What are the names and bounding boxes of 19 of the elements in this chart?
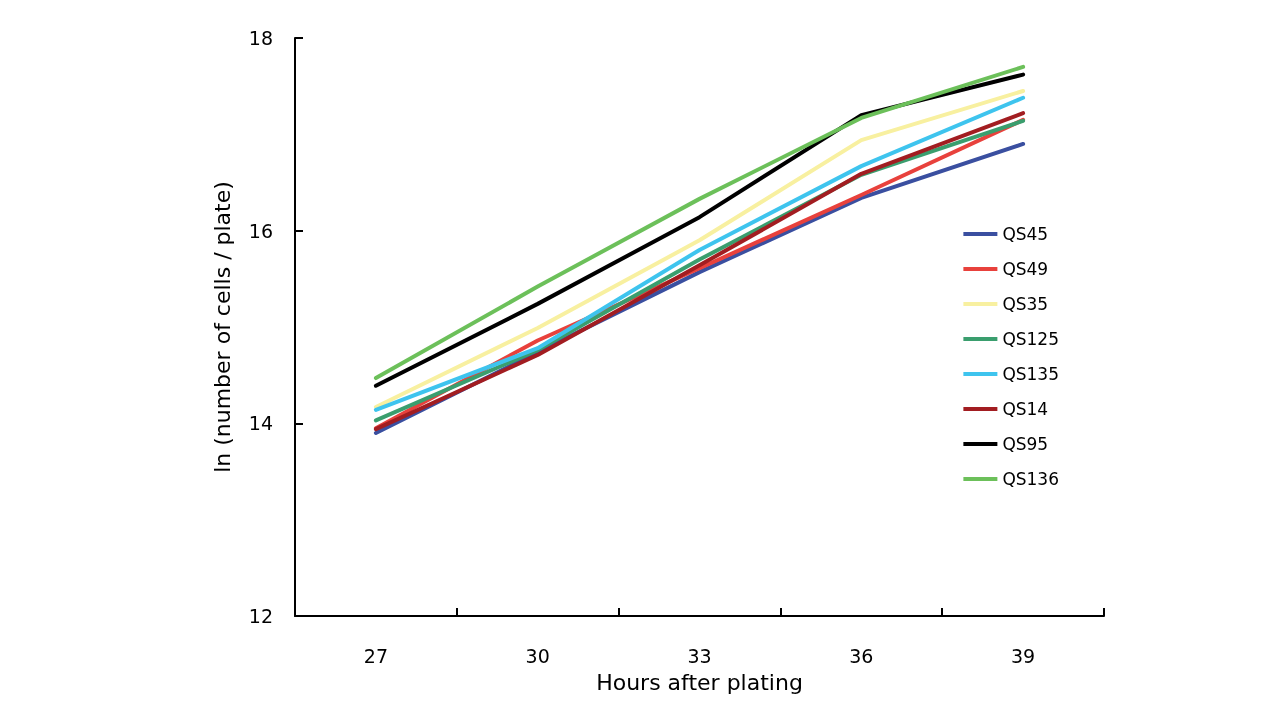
- y-tick-label: 18: [248, 27, 273, 49]
- legend-label: QS35: [1002, 294, 1049, 314]
- legend-label: QS14: [1002, 399, 1049, 419]
- x-tick-label: 30: [525, 644, 550, 667]
- legend-label: QS136: [1002, 469, 1060, 489]
- y-tick-label: 12: [248, 605, 273, 627]
- x-tick-label: 33: [687, 644, 712, 667]
- x-tick-label: 39: [1011, 644, 1036, 667]
- x-axis-title: Hours after plating: [596, 669, 803, 695]
- y-axis-title: ln (number of cells / plate): [209, 181, 235, 473]
- legend-label: QS125: [1002, 329, 1060, 349]
- legend-label: QS135: [1002, 364, 1060, 384]
- y-tick-label: 14: [248, 412, 273, 435]
- legend-label: QS95: [1002, 434, 1049, 454]
- x-tick-label: 36: [849, 644, 874, 667]
- x-tick-label: 27: [363, 644, 388, 667]
- y-tick-label: 16: [248, 219, 273, 242]
- legend-label: QS45: [1002, 224, 1049, 244]
- legend-label: QS49: [1002, 259, 1049, 279]
